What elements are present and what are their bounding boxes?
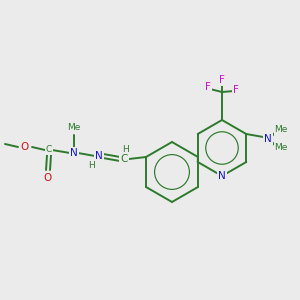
Text: Me: Me <box>274 143 288 152</box>
Text: O: O <box>20 142 28 152</box>
Text: F: F <box>205 82 211 92</box>
Text: F: F <box>233 85 239 95</box>
Text: N: N <box>218 171 226 181</box>
Text: Me: Me <box>67 124 81 133</box>
Text: F: F <box>219 75 225 85</box>
Text: O: O <box>43 173 51 183</box>
Text: N: N <box>264 134 272 144</box>
Text: H: H <box>88 160 94 169</box>
Text: N: N <box>70 148 78 158</box>
Text: N: N <box>95 151 103 161</box>
Text: C: C <box>46 146 52 154</box>
Text: Me: Me <box>274 125 288 134</box>
Text: C: C <box>120 154 128 164</box>
Text: H: H <box>122 145 128 154</box>
